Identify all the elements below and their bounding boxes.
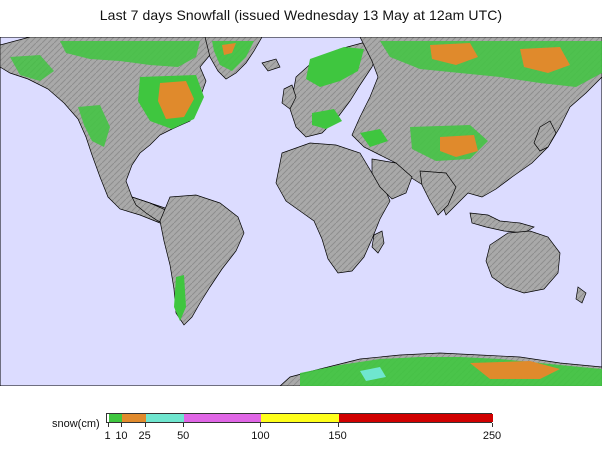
land-australia xyxy=(485,230,561,294)
legend-segment-50-100 xyxy=(184,414,262,422)
legend-segment-100-150 xyxy=(261,414,339,422)
snow-antarctica-orange xyxy=(470,361,560,379)
land-japan xyxy=(533,120,557,152)
land-uk xyxy=(281,84,297,110)
snow-scandinavia xyxy=(306,47,364,87)
land-india xyxy=(419,170,457,216)
legend-tick-label-10: 10 xyxy=(115,430,128,442)
snow-tibet-orange xyxy=(440,135,478,157)
snow-siberia-orange xyxy=(430,43,478,65)
snow-alps xyxy=(312,109,342,129)
land-indonesia xyxy=(469,212,535,234)
snowfall-overlay xyxy=(10,41,602,386)
legend-label: snow(cm) xyxy=(52,418,100,430)
snow-greenland xyxy=(212,41,254,71)
world-map xyxy=(0,37,602,386)
land-new-zealand xyxy=(575,286,587,304)
legend-tick-label-250: 250 xyxy=(482,430,502,442)
land-iceland xyxy=(261,58,281,72)
snow-rockies xyxy=(78,105,110,147)
legend-segment-25-50 xyxy=(145,414,185,422)
land-africa xyxy=(275,142,391,274)
snow-antarctica-cyan xyxy=(360,367,386,381)
legend-tick-label-1: 1 xyxy=(104,430,111,442)
legend-tick-1 xyxy=(107,423,109,427)
legend-tick-25 xyxy=(144,423,146,427)
snow-siberia-orange-2 xyxy=(520,47,570,73)
legend-tick-100 xyxy=(260,423,262,427)
legend-tick-label-25: 25 xyxy=(138,430,151,442)
snow-alaska xyxy=(10,55,54,81)
legend-tick-label-50: 50 xyxy=(177,430,190,442)
legend-tick-50 xyxy=(183,423,185,427)
snow-canada-north xyxy=(60,41,200,67)
legend-tick-10 xyxy=(121,423,123,427)
snow-andes xyxy=(174,275,186,321)
map-title: Last 7 days Snowfall (issued Wednesday 1… xyxy=(99,7,503,23)
snow-quebec-orange xyxy=(158,81,194,119)
land-arabia xyxy=(371,158,413,200)
world-map-svg xyxy=(0,37,602,386)
legend-tick-label-100: 100 xyxy=(251,430,270,442)
legend-segment-1-10 xyxy=(108,414,123,422)
legend-tick-label-150: 150 xyxy=(328,430,347,442)
snow-caucasus xyxy=(360,129,388,147)
legend-segment-10-25 xyxy=(122,414,146,422)
legend-tick-150 xyxy=(337,423,339,427)
legend-tick-250 xyxy=(492,423,493,427)
legend-segment-150-250 xyxy=(338,414,493,422)
land-madagascar xyxy=(371,230,385,254)
snow-greenland-orange xyxy=(222,43,236,55)
legend-color-bar xyxy=(106,413,493,423)
